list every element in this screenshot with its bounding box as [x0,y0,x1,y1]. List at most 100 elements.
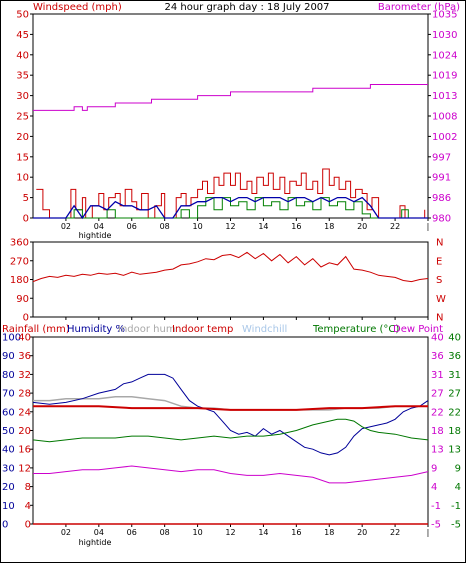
x-tick-label: 04 [94,528,104,537]
x-tick-label: 02 [61,528,71,537]
temperature-y-tick-label: 13 [448,445,461,456]
barometer-y-tick-label: 997 [432,152,451,163]
x-tick-label: 12 [225,528,235,537]
x-ticks-lower: 02 04 06 08 10 12 14 16 18 20 22 | [61,528,430,537]
direction-axes: 0 N 90 W 180 S 270 E 360 N [10,238,446,324]
x-tick-label: 10 [192,528,202,537]
direction-y-tick-label: 0 [23,313,29,324]
x-tick-label: 02 [61,222,71,231]
dewpoint-y-tick-label: 36 [431,351,444,362]
dewpoint-y-tick-label: 31 [431,370,444,381]
hightide-label-upper: hightide [79,231,112,240]
direction-y-tick-label: 270 [10,256,29,267]
x-ticks-upper: 02 04 06 08 10 12 14 16 18 20 22 | [61,222,430,231]
x-tick-label: 16 [291,528,301,537]
rainfall-y-tick-label: 36 [18,351,31,362]
indoor-hum-legend: Indoor hum [118,324,176,335]
dew-point-series [33,465,429,484]
wind-y-tick-label: 0 [23,214,29,225]
indoor-temp-legend: Indoor temp [172,324,233,335]
x-tick-label: 18 [324,528,334,537]
x-tick-label: 12 [225,222,235,231]
temperature-y-tick-label: 4 [455,482,461,493]
rainfall-y-tick-label: 20 [18,426,31,437]
x-tick-label: 22 [390,222,400,231]
x-tick-label: 20 [357,222,367,231]
wind-y-tick-label: 25 [16,112,29,123]
direction-y-tick-label: 180 [10,275,29,286]
wind-y-tick-label: 10 [16,173,29,184]
rainfall-y-tick-label: 0 [25,520,31,531]
direction-y-tick-label: 90 [16,294,29,305]
page-title: 24 hour graph day : 18 July 2007 [164,2,329,13]
barometer-y-tick-label: 1002 [432,132,457,143]
dewpoint-y-tick-label: 40 [431,333,444,344]
humidity-y-tick-label: 50 [2,426,15,437]
dew-point-legend: Dew Point [393,324,443,335]
temperature-y-tick-label: 36 [448,351,461,362]
x-tick-label: 20 [357,528,367,537]
rainfall-y-tick-label: 12 [18,463,31,474]
direction-compass-label: E [436,256,442,267]
wind-plot-area [33,84,428,220]
wind-y-tick-label: 15 [16,152,29,163]
wind-axes: 0 5 10 15 20 25 30 35 40 45 50 980 986 991 997 1002 1008… [16,10,457,225]
temperature-axis-title: Temperature (°C) [312,324,399,335]
wind-y-tick-label: 45 [16,30,29,41]
barometer-y-tick-label: 986 [432,193,451,204]
temperature-y-tick-label: 22 [448,407,461,418]
rainfall-axis-title: Rainfall (mm) [2,324,70,335]
temperature-y-tick-label: 9 [455,463,461,474]
x-tick-label: 08 [160,222,170,231]
direction-compass-label: W [436,294,446,305]
direction-compass-label: S [436,275,442,286]
barometer-y-tick-label: 980 [432,214,451,225]
dewpoint-y-tick-label: 4 [431,482,437,493]
x-tick-label: | [427,528,430,537]
humidity-y-tick-label: 60 [2,407,15,418]
temperature-plot-area [32,373,429,525]
x-tick-label: 14 [258,222,268,231]
humidity-y-tick-label: 90 [2,351,15,362]
temperature-series [32,418,429,443]
dewpoint-y-tick-label: 27 [431,389,444,400]
dewpoint-y-tick-label: 22 [431,407,444,418]
barometer-y-tick-label: 1008 [432,112,457,123]
wind-average-series [33,196,428,220]
x-tick-label: 22 [390,528,400,537]
humidity-y-tick-label: 70 [2,389,15,400]
barometer-y-tick-label: 1013 [432,91,457,102]
wind-direction-series [32,251,429,283]
wind-gust-series [36,168,426,219]
barometer-y-tick-label: 1019 [432,71,457,82]
x-tick-label: 10 [192,222,202,231]
barometer-y-tick-label: 1035 [432,10,457,21]
x-tick-label: 06 [127,528,137,537]
barometer-y-tick-label: 1030 [432,30,457,41]
barometer-y-tick-label: 991 [432,173,451,184]
windspeed-axis-title: Windspeed (mph) [33,2,122,13]
humidity-y-tick-label: 80 [2,370,15,381]
barometer-y-tick-label: 1024 [432,50,457,61]
x-tick-label: 08 [160,528,170,537]
x-tick-label: 04 [94,222,104,231]
humidity-y-tick-label: 40 [2,445,15,456]
direction-y-tick-label: 360 [10,238,29,249]
dewpoint-y-tick-label: -1 [431,501,441,512]
humidity-y-tick-label: 0 [2,520,8,531]
humidity-y-tick-label: 10 [2,501,15,512]
humidity-y-tick-label: 100 [2,333,21,344]
rainfall-y-tick-label: 16 [18,445,31,456]
direction-plot-area [32,251,429,283]
dewpoint-y-tick-label: 9 [431,463,437,474]
dewpoint-y-tick-label: 13 [431,445,444,456]
humidity-y-tick-label: 20 [2,482,15,493]
x-tick-label: 18 [324,222,334,231]
windchill-legend: Windchill [242,324,287,335]
barometer-axis-title: Barometer (hPa) [378,2,460,13]
rainfall-y-tick-label: 28 [18,389,31,400]
